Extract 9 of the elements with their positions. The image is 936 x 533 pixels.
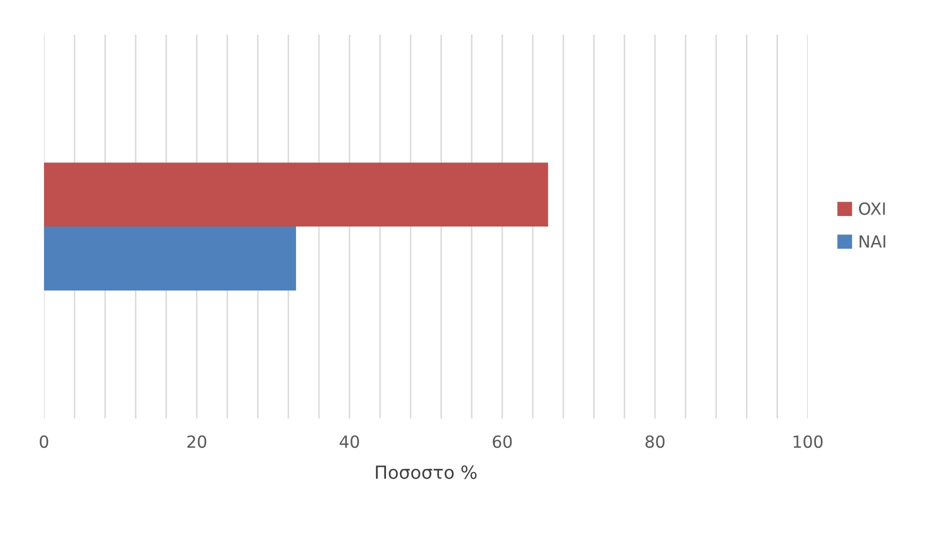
x-tick-label: 20 bbox=[187, 435, 206, 448]
x-tick-label: 80 bbox=[646, 435, 665, 448]
x-tick-label: 60 bbox=[492, 435, 512, 448]
x-axis-title: Ποσοστο % bbox=[376, 465, 477, 480]
legend-label: OXI bbox=[858, 202, 885, 215]
x-tick-label: 0 bbox=[40, 435, 48, 448]
x-tick-label: 100 bbox=[794, 435, 823, 448]
legend-label: NAI bbox=[860, 235, 886, 248]
x-tick-label: 40 bbox=[340, 435, 359, 448]
